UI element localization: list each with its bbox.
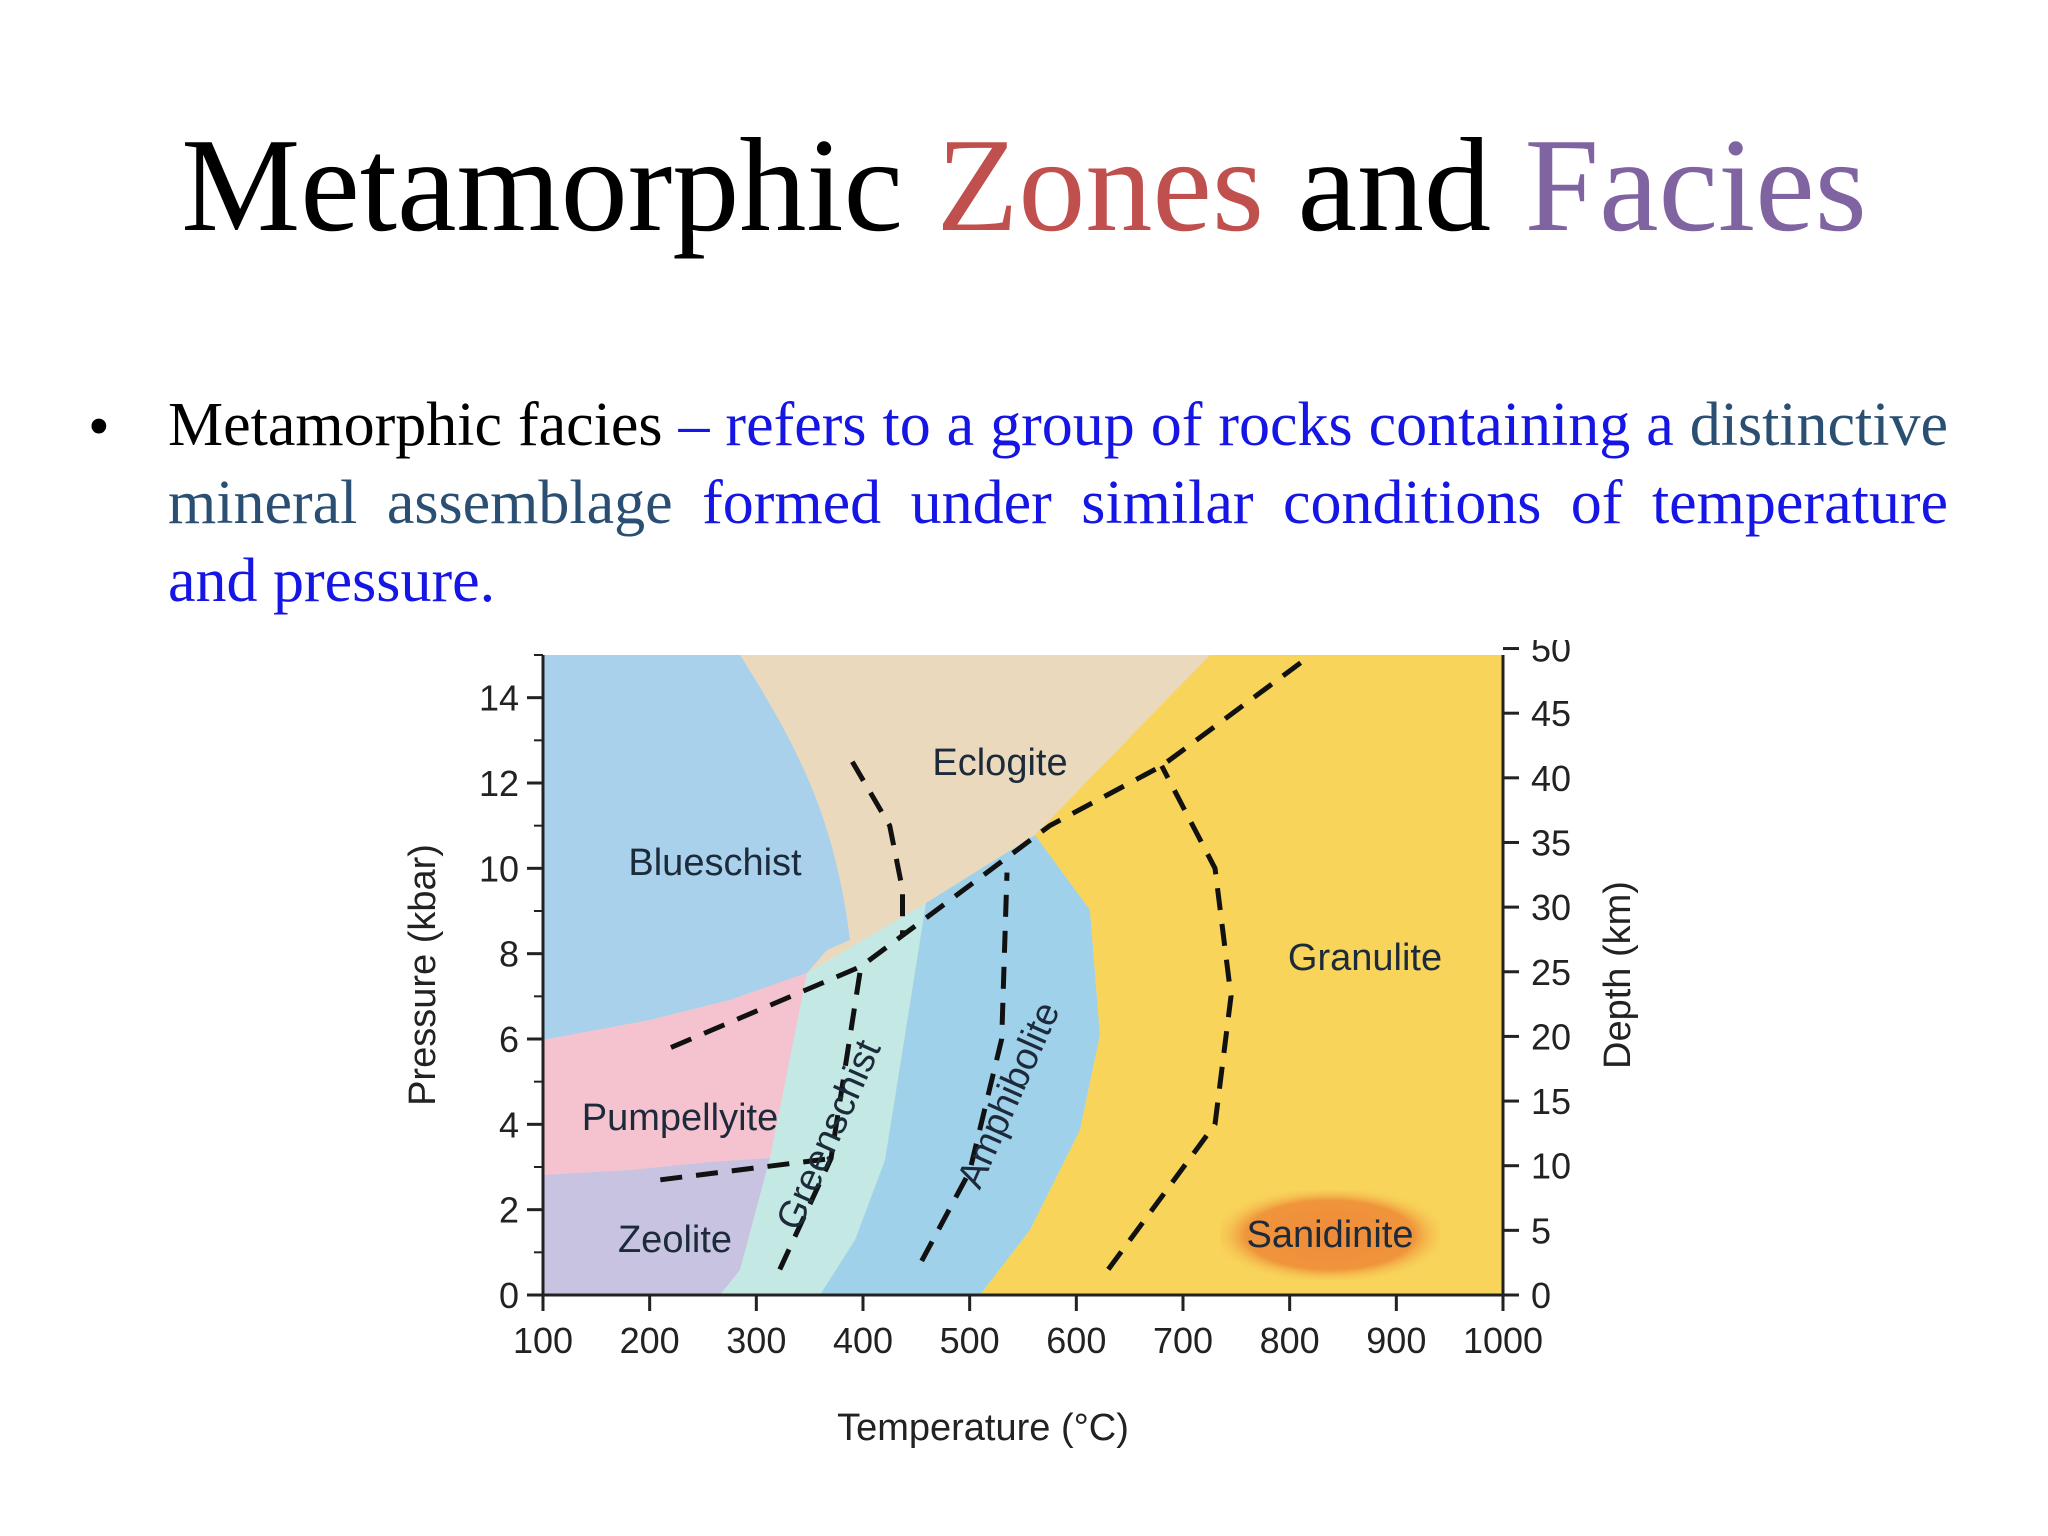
- temperature-tick-label: 800: [1260, 1320, 1320, 1361]
- facies-label-zeolite: Zeolite: [618, 1219, 732, 1261]
- title-zones: Zones: [936, 111, 1265, 259]
- facies-boundary-line: [850, 760, 905, 937]
- bullet-definition-2: distinctive mineral assemblage: [168, 391, 1949, 537]
- pressure-tick-label: 0: [499, 1275, 519, 1316]
- depth-tick-label: 45: [1531, 693, 1571, 734]
- facies-boundary-line: [1106, 764, 1234, 1271]
- sanidinite-region: [1220, 1190, 1440, 1280]
- bullet-definition-3: formed under similar conditions of tempe…: [168, 469, 1948, 615]
- title-part: Metamorphic: [181, 111, 937, 259]
- facies-label-sanidinite: Sanidinite: [1247, 1214, 1414, 1256]
- pressure-ticks: 0 2 4 6 8 10 12 14: [479, 654, 543, 1316]
- depth-tick-label: 30: [1531, 887, 1571, 928]
- facies-label-blueschist: Blueschist: [628, 842, 802, 884]
- depth-tick-label: 15: [1531, 1081, 1571, 1122]
- bullet-text: Metamorphic facies – refers to a group o…: [168, 386, 1948, 620]
- depth-tick-label: 0: [1531, 1275, 1551, 1316]
- temperature-ticks: 100 200 300 400 500 600 700 800 900 1000: [513, 1295, 1543, 1361]
- temperature-tick-label: 200: [620, 1320, 680, 1361]
- facies-boundary-line: [659, 1156, 832, 1183]
- depth-tick-label: 50: [1531, 640, 1571, 670]
- pressure-tick-label: 6: [499, 1019, 519, 1060]
- title-facies: Facies: [1524, 111, 1867, 259]
- pressure-tick-label: 14: [479, 678, 519, 719]
- title-part: and: [1264, 111, 1525, 259]
- pressure-tick-label: 10: [479, 848, 519, 889]
- greenschist-region: [720, 903, 926, 1295]
- depth-axis-label: Depth (km): [1597, 881, 1639, 1069]
- pumpellyite-region: [543, 973, 807, 1175]
- blueschist-region: [543, 655, 850, 1040]
- pressure-tick-label: 4: [499, 1104, 519, 1145]
- depth-tick-label: 35: [1531, 822, 1571, 863]
- temperature-tick-label: 1000: [1463, 1320, 1543, 1361]
- temperature-tick-label: 100: [513, 1320, 573, 1361]
- granulite-region: [980, 655, 1503, 1295]
- temperature-tick-label: 300: [726, 1320, 786, 1361]
- zeolite-region: [543, 1158, 770, 1295]
- depth-ticks: 0 5 10 15 20 25 30 35 40 45 50: [1503, 640, 1571, 1316]
- pressure-axis-label: Pressure (kbar): [402, 844, 444, 1106]
- pressure-tick-label: 12: [479, 763, 519, 804]
- depth-tick-label: 20: [1531, 1016, 1571, 1057]
- temperature-tick-label: 500: [940, 1320, 1000, 1361]
- facies-boundary-line: [670, 652, 1313, 1050]
- temperature-tick-label: 400: [833, 1320, 893, 1361]
- temperature-tick-label: 900: [1366, 1320, 1426, 1361]
- pressure-tick-label: 8: [499, 934, 519, 975]
- pressure-tick-label: 2: [499, 1190, 519, 1231]
- temperature-tick-label: 700: [1153, 1320, 1213, 1361]
- depth-tick-label: 10: [1531, 1146, 1571, 1187]
- depth-tick-label: 40: [1531, 758, 1571, 799]
- bullet-marker: •: [88, 393, 110, 461]
- facies-boundaries: [659, 652, 1313, 1271]
- bullet-dash: –: [662, 391, 726, 459]
- facies-boundary-line: [919, 872, 1010, 1263]
- amphibolite-region: [820, 835, 1100, 1295]
- slide-title: Metamorphic Zones and Facies: [0, 118, 2048, 252]
- facies-label-granulite: Granulite: [1288, 937, 1442, 979]
- temperature-tick-label: 600: [1046, 1320, 1106, 1361]
- facies-boundary-line: [777, 966, 864, 1271]
- facies-label-eclogite: Eclogite: [932, 742, 1067, 784]
- facies-label-pumpellyite: Pumpellyite: [582, 1097, 778, 1139]
- depth-tick-label: 25: [1531, 952, 1571, 993]
- bullet-definition-1: refers to a group of rocks containing a: [725, 391, 1674, 459]
- depth-tick-label: 5: [1531, 1210, 1551, 1251]
- bullet-term: Metamorphic facies: [168, 391, 663, 459]
- facies-regions: [543, 655, 1503, 1295]
- temperature-axis-label: Temperature (°C): [837, 1407, 1129, 1449]
